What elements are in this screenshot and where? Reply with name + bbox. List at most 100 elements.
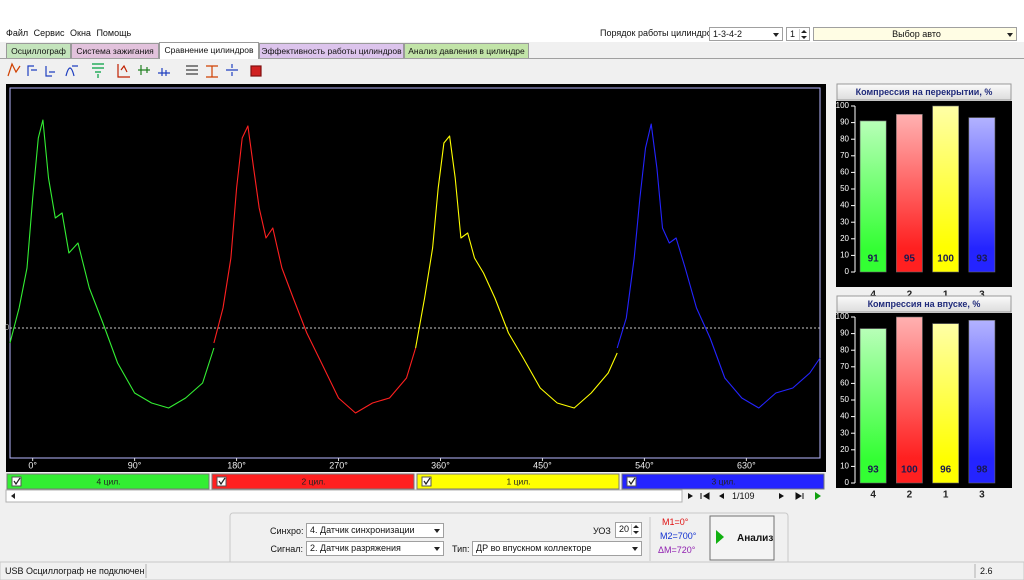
bar (968, 320, 996, 484)
menu-item[interactable]: Файл (6, 28, 29, 38)
legend-checkbox[interactable] (421, 476, 432, 487)
value-label: 93 (976, 254, 988, 265)
tool-icon[interactable] (45, 66, 55, 77)
y-tick-label: 70 (840, 151, 849, 160)
trace (616, 123, 821, 409)
chart-title: Компрессия на перекрытии, % (856, 87, 993, 97)
analyze-button[interactable]: Анализ (737, 533, 774, 544)
category-label: 4 (870, 490, 876, 501)
type-select[interactable]: ДР во впускном коллекторе (472, 541, 642, 556)
y-tick-label: 90 (840, 329, 849, 338)
dropdown-arrow (434, 529, 440, 533)
uoz-spin[interactable]: 20 (615, 522, 642, 538)
y-tick-label: 40 (840, 201, 849, 210)
analyze-icon (716, 530, 724, 544)
tool-icon[interactable] (27, 65, 37, 76)
type-label: Тип: (452, 544, 470, 554)
signal-label: Сигнал: (270, 544, 303, 554)
tool-icon[interactable] (250, 65, 262, 77)
tool-icon[interactable] (65, 65, 78, 77)
signal-value: 2. Датчик разряжения (310, 543, 401, 553)
trace (9, 119, 215, 409)
y-tick-label: 20 (840, 445, 849, 454)
value-label: 100 (937, 254, 954, 265)
legend-label: 4 цил. (96, 476, 120, 486)
status-message: USB Осциллограф не подключен (5, 566, 145, 576)
tool-icon[interactable] (92, 63, 104, 78)
order-value: 1-3-4-2 (713, 29, 743, 39)
nav-play[interactable] (688, 493, 693, 499)
value-label: 95 (904, 254, 916, 265)
marker-m2: M2=700° (660, 531, 697, 541)
sync-label: Синхро: (270, 526, 304, 536)
tool-icon[interactable] (226, 64, 238, 76)
scroll-arrow[interactable] (11, 493, 15, 499)
tab[interactable]: Эффективность работы цилиндров (259, 43, 404, 58)
chart-title-box (836, 83, 1012, 101)
tool-icon[interactable] (206, 65, 218, 78)
tab[interactable]: Система зажигания (71, 43, 159, 58)
trace (415, 135, 618, 409)
x-tick-label: 180° (227, 460, 246, 470)
tool-icon[interactable] (117, 64, 130, 78)
y-tick-label: 100 (836, 312, 850, 321)
tool-icon[interactable] (7, 62, 21, 77)
dropdown-arrow (632, 547, 638, 551)
order-spin[interactable]: 1 (786, 27, 810, 41)
x-tick-label: 540° (635, 460, 654, 470)
sync-select[interactable]: 4. Датчик синхронизации (306, 523, 444, 538)
y-tick-label: 0 (5, 323, 10, 332)
nav-run[interactable] (815, 492, 821, 500)
tool-icon[interactable] (186, 65, 198, 75)
marker-delta: ΔM=720° (658, 545, 696, 555)
car-select[interactable]: Выбор авто (813, 27, 1017, 41)
dropdown-arrow (773, 33, 779, 37)
menu-item[interactable]: Окна (70, 28, 91, 38)
tab[interactable]: Осциллограф (6, 43, 71, 58)
signal-select[interactable]: 2. Датчик разряжения (306, 541, 444, 556)
chart-title-box (836, 295, 1012, 313)
frame-position: 1/109 (732, 491, 755, 501)
bar (859, 328, 887, 484)
y-tick-label: 40 (840, 412, 849, 421)
category-label: 2 (907, 490, 913, 501)
uoz-value: 20 (619, 524, 630, 534)
y-tick-label: 80 (840, 345, 849, 354)
dropdown-arrow (434, 547, 440, 551)
menu-item[interactable]: Помощь (96, 28, 132, 38)
value-label: 93 (868, 465, 880, 476)
tab-active[interactable]: Сравнение цилиндров (159, 42, 259, 59)
menu-item[interactable]: Сервис (33, 28, 65, 38)
chart-title: Компрессия на впуске, % (868, 299, 981, 309)
nav-prev[interactable] (719, 493, 724, 499)
order-select[interactable]: 1-3-4-2 (709, 27, 783, 41)
y-tick-label: 50 (840, 395, 849, 404)
legend-checkbox[interactable] (11, 476, 22, 487)
legend-checkbox[interactable] (626, 476, 637, 487)
legend-label: 3 цил. (711, 476, 735, 486)
nav-last[interactable] (795, 492, 804, 500)
tab[interactable]: Анализ давления в цилиндре (404, 43, 529, 58)
legend-cell (416, 473, 620, 490)
legend-checkbox[interactable] (216, 476, 227, 487)
y-tick-label: 70 (840, 362, 849, 371)
scrollbar[interactable] (5, 489, 683, 503)
x-tick-label: 90° (128, 460, 142, 470)
tab-line (0, 58, 1024, 59)
version: 2.6 (980, 566, 993, 576)
y-tick-label: 10 (840, 462, 849, 471)
bar (932, 323, 959, 484)
tool-icon[interactable] (138, 65, 150, 75)
y-tick-label: 0 (845, 478, 850, 487)
y-tick-label: 80 (840, 134, 849, 143)
nav-first[interactable] (700, 492, 710, 500)
y-tick-label: 30 (840, 217, 849, 226)
nav-next[interactable] (779, 493, 784, 499)
checkmark (218, 477, 226, 486)
legend-label: 2 цил. (301, 476, 325, 486)
tool-icon[interactable] (158, 68, 170, 76)
analyze-button-frame[interactable] (709, 515, 775, 561)
category-label: 3 (979, 490, 985, 501)
